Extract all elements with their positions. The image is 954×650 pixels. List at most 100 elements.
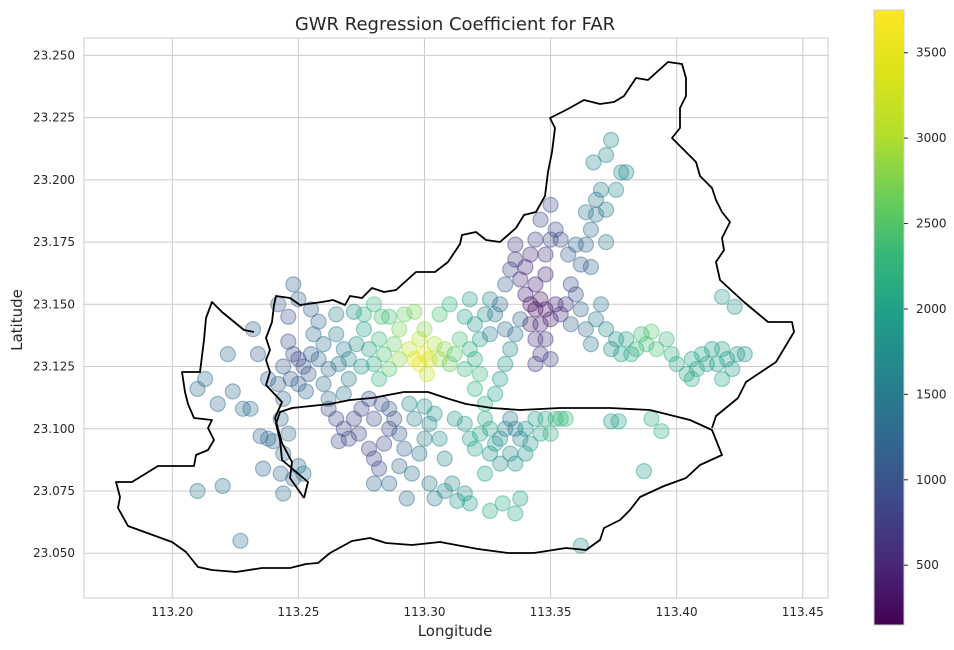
scatter-point [537, 246, 554, 263]
scatter-point [507, 455, 524, 472]
scatter-point [461, 430, 478, 447]
scatter-point [572, 301, 589, 318]
scatter-point [406, 410, 423, 427]
scatter-point [507, 505, 524, 522]
scatter-point [552, 306, 569, 323]
scatter-point [557, 296, 574, 313]
scatter-point [708, 355, 726, 373]
scatter-point [466, 440, 483, 457]
scatter-point [693, 346, 711, 363]
scatter-point [497, 355, 514, 373]
scatter-point [386, 336, 403, 353]
scatter-point [411, 331, 428, 348]
scatter-point [345, 303, 362, 320]
scatter-point [436, 341, 453, 358]
scatter-point [461, 495, 478, 512]
scatter-point [577, 204, 595, 221]
scatter-point [487, 385, 504, 402]
scatter-point [610, 413, 627, 430]
scatter-point [365, 296, 383, 313]
scatter-point [512, 311, 529, 328]
scatter-point [537, 331, 554, 348]
scatter-point [618, 331, 635, 348]
scatter-point [219, 346, 236, 363]
scatter-point [607, 331, 625, 348]
scatter-point [461, 341, 478, 358]
scatter-point [471, 425, 489, 442]
scatter-point [487, 306, 504, 323]
scatter-point [285, 346, 302, 363]
scatter-point [494, 495, 511, 512]
scatter-point [441, 355, 458, 373]
scatter-point [335, 385, 352, 402]
scatter-point [532, 425, 549, 442]
scatter-point [244, 321, 262, 338]
scatter-point [703, 341, 721, 358]
scatter-point [242, 400, 259, 417]
scatter-point [613, 164, 630, 181]
scatter-point [302, 301, 320, 318]
scatter-point [466, 316, 483, 333]
scatter-point [587, 311, 605, 328]
scatter-point [476, 306, 494, 323]
scatter-point [381, 475, 398, 492]
scatter-point [396, 440, 413, 457]
scatter-point [532, 291, 549, 308]
x-tick-label: 113.45 [782, 605, 824, 619]
scatter-point [295, 358, 312, 375]
scatter-point [401, 395, 418, 412]
scatter-point [567, 236, 584, 253]
scatter-point [527, 301, 544, 318]
scatter-point [713, 288, 731, 305]
scatter-point [365, 355, 383, 373]
scatter-point [663, 346, 680, 363]
scatter-point [421, 351, 438, 368]
district-boundary-west [115, 301, 723, 573]
scatter-point [290, 375, 307, 393]
scatter-point [512, 490, 529, 507]
scatter-point [658, 331, 675, 348]
scatter-point [451, 331, 468, 348]
scatter-point [582, 336, 600, 353]
scatter-point [713, 370, 731, 388]
colorbar-ticks: 500 1000 1500 2000 2500 3000 3500 [904, 46, 947, 572]
x-tick-label: 113.25 [277, 605, 319, 619]
scatter-point [492, 455, 509, 472]
scatter-point [481, 445, 499, 462]
scatter-point [449, 492, 466, 509]
scatter-point [623, 346, 640, 363]
scatter-point [582, 221, 600, 238]
scatter-point [517, 420, 534, 437]
scatter-point [436, 482, 453, 500]
scatter-point [567, 286, 584, 303]
scatter-point [275, 485, 292, 502]
scatter-point [683, 351, 700, 368]
scatter-point [275, 390, 292, 407]
scatter-point [481, 420, 499, 437]
scatter-point [330, 433, 347, 450]
scatter-point [396, 306, 413, 323]
scatter-point [628, 341, 645, 358]
x-tick-label: 113.35 [530, 605, 572, 619]
scatter-point [542, 351, 559, 368]
scatter-point [572, 537, 589, 554]
scatter-point [718, 351, 736, 368]
colorbar-tick-label: 2500 [916, 217, 947, 231]
scatter-point [542, 196, 559, 213]
scatter-point [607, 181, 625, 198]
y-tick-label: 23.200 [33, 173, 75, 187]
y-tick-label: 23.225 [33, 111, 75, 125]
scatter-point [431, 306, 448, 323]
scatter-point [214, 477, 231, 495]
scatter-point [517, 258, 534, 276]
scatter-point [512, 430, 529, 447]
scatter-point [698, 355, 716, 373]
scatter-point [597, 321, 615, 338]
scatter-point [310, 351, 327, 368]
scatter-point [411, 355, 428, 373]
scatter-point [381, 400, 398, 417]
scatter-point [507, 251, 524, 268]
scatter-point [678, 365, 695, 383]
axis-ticks: 113.20 113.25 113.30 113.35 113.40 113.45 23.0… [33, 48, 824, 619]
scatter-point [471, 365, 489, 383]
